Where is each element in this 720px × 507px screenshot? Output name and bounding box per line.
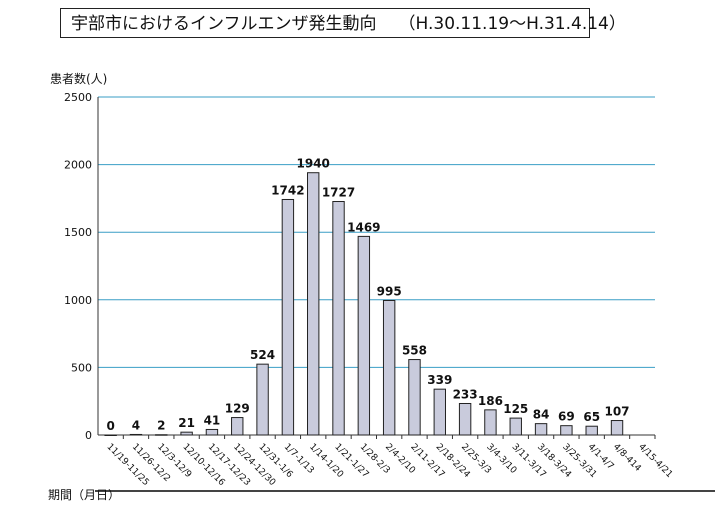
data-label: 69 <box>558 410 575 424</box>
data-label: 1469 <box>347 220 380 234</box>
data-label: 0 <box>106 419 114 433</box>
bar <box>458 402 472 436</box>
divider <box>95 490 715 492</box>
data-label: 339 <box>427 373 452 387</box>
data-label: 65 <box>583 410 600 424</box>
bar <box>281 198 295 436</box>
data-label: 125 <box>503 402 528 416</box>
bar <box>509 417 522 436</box>
bar <box>433 388 446 436</box>
bar <box>129 433 143 436</box>
bar <box>155 434 168 436</box>
data-label: 233 <box>453 387 478 401</box>
bar <box>205 428 219 436</box>
bar <box>484 409 497 436</box>
bar <box>560 425 573 436</box>
data-label: 186 <box>478 394 503 408</box>
bar <box>382 299 396 436</box>
data-label: 524 <box>250 348 275 362</box>
bar <box>534 423 548 436</box>
bar <box>104 434 117 436</box>
y-tick-label: 2000 <box>64 159 92 172</box>
data-label: 2 <box>157 419 165 433</box>
bar <box>256 363 269 436</box>
data-label: 129 <box>225 402 250 416</box>
y-tick-label: 500 <box>71 361 92 374</box>
bar <box>307 172 320 436</box>
bar <box>408 359 421 436</box>
bar <box>585 425 598 436</box>
bar <box>610 420 624 436</box>
data-label: 1742 <box>271 183 304 197</box>
chart-title-box: 宇部市におけるインフルエンザ発生動向 （H.30.11.19～H.31.4.14） <box>60 8 626 38</box>
data-label: 41 <box>204 413 221 427</box>
y-tick-label: 2500 <box>64 91 92 104</box>
data-label: 4 <box>132 418 140 432</box>
bar <box>180 431 193 436</box>
bar <box>332 201 345 436</box>
bar <box>231 417 244 436</box>
y-axis-label: 患者数(人) <box>50 72 108 86</box>
bar <box>357 235 371 436</box>
data-label: 995 <box>377 284 402 298</box>
data-label: 558 <box>402 344 427 358</box>
y-tick-label: 0 <box>85 429 92 442</box>
y-tick-label: 1000 <box>64 294 92 307</box>
data-label: 107 <box>604 405 629 419</box>
y-tick-label: 1500 <box>64 226 92 239</box>
x-axis-label: 期間（月日） <box>48 488 121 502</box>
data-label: 84 <box>533 408 550 422</box>
data-label: 1940 <box>297 157 330 171</box>
chart-title: 宇部市におけるインフルエンザ発生動向 <box>71 14 377 34</box>
data-label: 1727 <box>322 186 355 200</box>
chart-subtitle: （H.30.11.19～H.31.4.14） <box>398 14 626 34</box>
x-tick-label: 4/15-4/21 <box>636 442 674 480</box>
data-label: 21 <box>178 416 195 430</box>
